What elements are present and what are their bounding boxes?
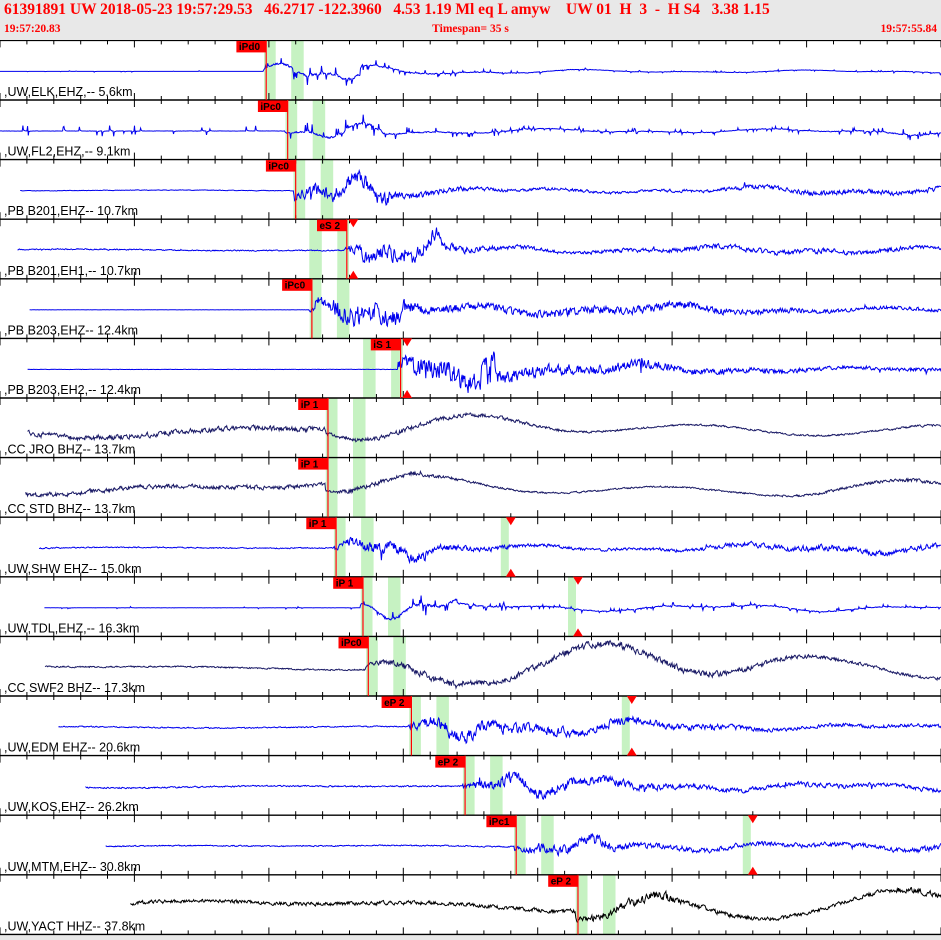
- svg-text:,PB B203,EH2,-- 12.4km: ,PB B203,EH2,-- 12.4km: [4, 383, 141, 397]
- svg-text:,UW,YACT HHZ-- 37.8km: ,UW,YACT HHZ-- 37.8km: [4, 919, 145, 933]
- svg-text:,PB B203,EHZ-- 12.4km: ,PB B203,EHZ-- 12.4km: [4, 323, 138, 337]
- svg-text:eS 2: eS 2: [320, 221, 341, 232]
- svg-text:iP 1: iP 1: [301, 459, 319, 470]
- svg-text:,UW,EDM EHZ-- 20.6km: ,UW,EDM EHZ-- 20.6km: [4, 741, 140, 755]
- svg-text:iP 1: iP 1: [301, 400, 319, 411]
- svg-text:eP 2: eP 2: [438, 757, 459, 768]
- svg-text:iPd0: iPd0: [239, 42, 261, 53]
- svg-text:,CC SWF2 BHZ-- 17.3km: ,CC SWF2 BHZ-- 17.3km: [4, 681, 145, 695]
- svg-text:iP 1: iP 1: [309, 519, 327, 530]
- svg-text:eP 2: eP 2: [551, 877, 572, 888]
- svg-text:,UW,KOS,EHZ-- 26.2km: ,UW,KOS,EHZ-- 26.2km: [4, 800, 139, 814]
- svg-text:,PB B201,EHZ-- 10.7km: ,PB B201,EHZ-- 10.7km: [4, 204, 138, 218]
- svg-text:,CC JRO BHZ-- 13.7km: ,CC JRO BHZ-- 13.7km: [4, 443, 135, 457]
- svg-text:eP 2: eP 2: [384, 698, 405, 709]
- svg-text:,UW,ELK,EHZ,-- 5.6km: ,UW,ELK,EHZ,-- 5.6km: [4, 85, 133, 99]
- svg-text:iPc0: iPc0: [341, 638, 362, 649]
- svg-text:,PB B201,EH1,-- 10.7km: ,PB B201,EH1,-- 10.7km: [4, 264, 141, 278]
- svg-text:iPc1: iPc1: [489, 817, 510, 828]
- svg-text:iP 1: iP 1: [336, 579, 354, 590]
- svg-text:iPc0: iPc0: [260, 102, 281, 113]
- svg-text:iPc0: iPc0: [268, 161, 289, 172]
- svg-text:,UW,FL2,EHZ,-- 9.1km: ,UW,FL2,EHZ,-- 9.1km: [4, 145, 130, 159]
- svg-text:iS 1: iS 1: [373, 340, 391, 351]
- svg-text:,UW,MTM,EHZ-- 30.8km: ,UW,MTM,EHZ-- 30.8km: [4, 860, 141, 874]
- svg-text:,UW,TDL,EHZ,-- 16.3km: ,UW,TDL,EHZ,-- 16.3km: [4, 621, 139, 635]
- svg-text:,UW,SHW EHZ-- 15.0km: ,UW,SHW EHZ-- 15.0km: [4, 562, 142, 576]
- svg-text:iPc0: iPc0: [285, 281, 306, 292]
- svg-text:,CC STD BHZ-- 13.7km: ,CC STD BHZ-- 13.7km: [4, 502, 135, 516]
